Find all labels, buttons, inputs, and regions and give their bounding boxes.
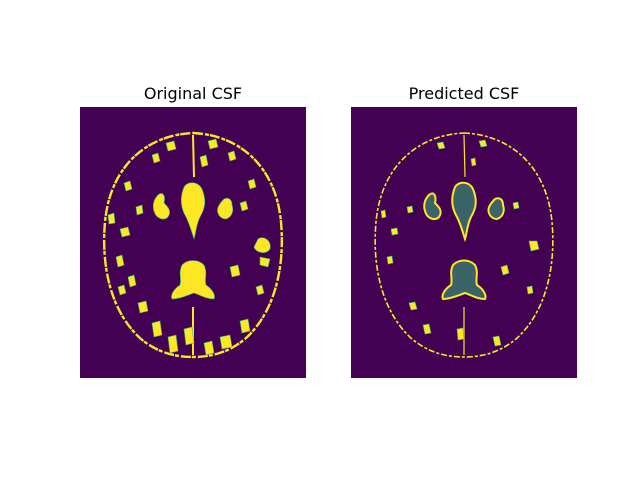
midline-fissure — [463, 134, 466, 178]
sulcus — [123, 180, 133, 192]
sulcus — [165, 140, 177, 152]
sulcus — [259, 256, 271, 268]
sulcus — [470, 157, 477, 167]
sulcus — [512, 201, 520, 210]
sulcus — [526, 285, 534, 295]
sulcus — [528, 240, 540, 252]
sulcus — [227, 150, 237, 162]
third-ventricle — [180, 182, 206, 240]
lateral-ventricle-right — [217, 197, 234, 220]
brain-outline — [102, 131, 284, 359]
panel-title-original: Original CSF — [143, 84, 243, 103]
sulcus — [207, 138, 219, 150]
sulcus — [253, 237, 271, 253]
sulcus — [135, 204, 144, 216]
sulcus — [390, 227, 399, 236]
panel-title-predicted: Predicted CSF — [408, 84, 520, 103]
sulcus — [219, 334, 233, 350]
sulcus — [239, 318, 251, 334]
lateral-ventricle-left — [152, 193, 170, 220]
midline-fissure — [192, 134, 195, 178]
sulcus — [107, 212, 116, 225]
sulcus — [500, 264, 510, 276]
sulcus — [422, 323, 432, 335]
posterior-ventricle — [171, 260, 215, 300]
sulcus — [119, 226, 131, 238]
sulcus — [436, 141, 446, 150]
sulcus — [229, 264, 241, 278]
sulcus — [386, 255, 394, 265]
posterior-ventricle — [441, 259, 487, 301]
sulcus — [247, 178, 257, 190]
sulcus — [151, 152, 161, 164]
sulcus — [151, 320, 163, 338]
sulcus — [127, 274, 137, 288]
sulcus — [199, 154, 209, 168]
sulcus — [380, 209, 387, 219]
sulcus — [255, 284, 265, 296]
sulcus — [117, 284, 127, 296]
brain-outline — [374, 132, 554, 358]
sulcus — [408, 301, 418, 311]
sulcus — [167, 334, 179, 354]
sulcus — [115, 254, 125, 268]
sulcus — [478, 139, 488, 148]
lateral-ventricle-right — [487, 197, 505, 221]
sulcus — [203, 340, 215, 356]
third-ventricle — [451, 181, 477, 243]
csf-segmentation — [374, 132, 554, 358]
sulcus — [456, 327, 465, 341]
lateral-ventricle-left — [423, 192, 442, 220]
sulcus — [406, 205, 414, 214]
sulcus — [137, 300, 149, 314]
sulcus — [183, 326, 195, 346]
predicted-csf-image — [351, 107, 577, 378]
original-csf-image — [80, 107, 306, 378]
sulcus — [239, 200, 249, 212]
sulcus — [492, 335, 502, 347]
csf-segmentation — [102, 131, 284, 359]
